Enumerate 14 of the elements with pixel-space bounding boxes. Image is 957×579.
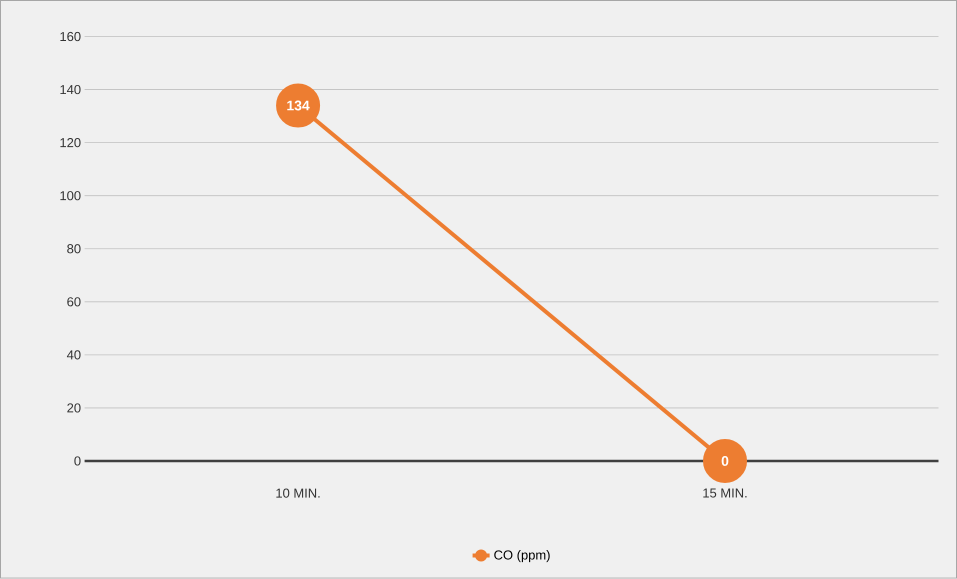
x-tick-label: 15 MIN.	[703, 488, 747, 498]
y-tick-label: 20	[67, 404, 81, 413]
y-tick-label: 160	[60, 32, 81, 42]
y-tick-label: 0	[74, 456, 81, 466]
y-tick-label: 80	[67, 244, 81, 254]
legend-label: CO (ppm)	[494, 550, 550, 562]
y-tick-label: 60	[67, 297, 81, 307]
x-tick-label: 10 MIN.	[276, 488, 320, 498]
y-tick-label: 140	[60, 85, 81, 94]
y-tick-label: 120	[60, 138, 81, 148]
data-label: 0	[722, 456, 728, 466]
y-tick-label: 100	[60, 191, 81, 200]
data-label: 134	[287, 100, 310, 111]
y-tick-label: 40	[66, 350, 81, 360]
